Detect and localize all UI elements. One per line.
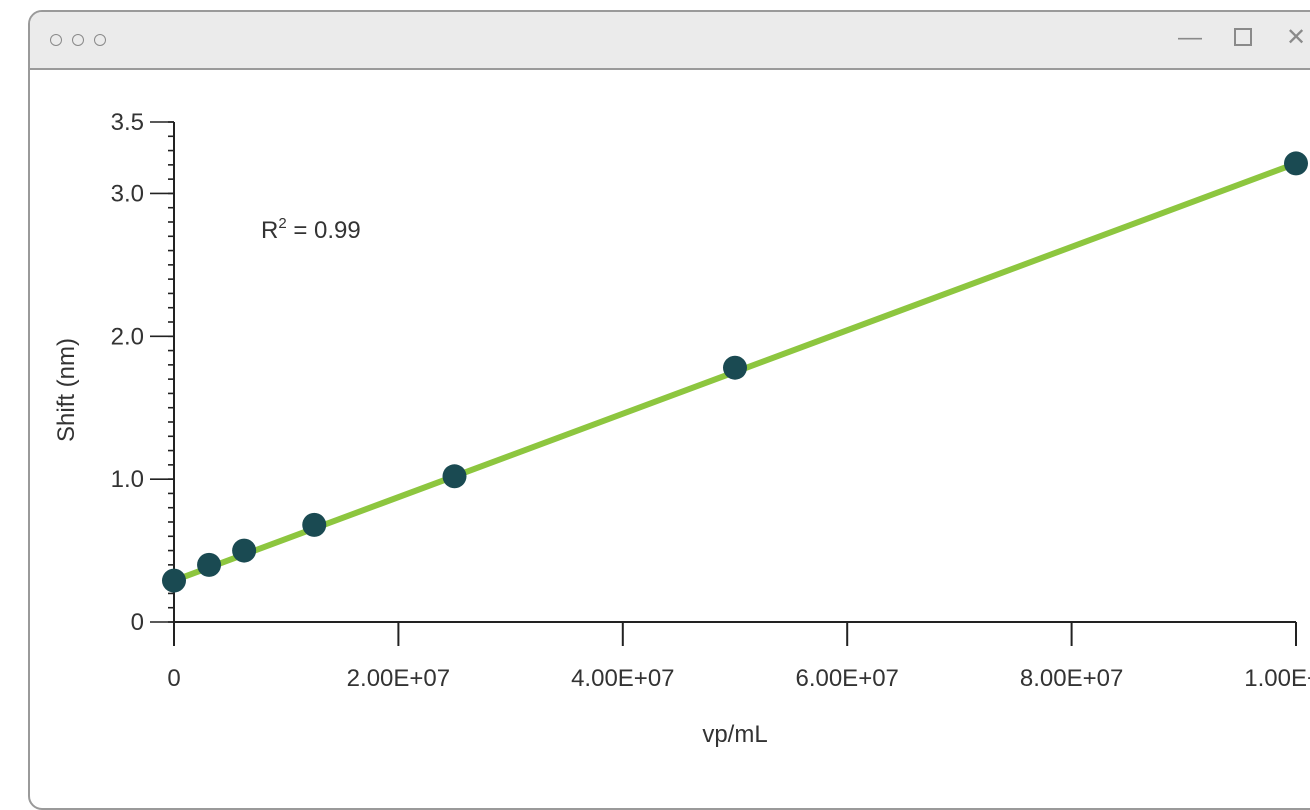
x-tick-label: 2.00E+07 <box>347 665 450 692</box>
data-point <box>442 464 467 489</box>
window-dot-2[interactable] <box>72 34 84 46</box>
data-point <box>232 538 257 563</box>
data-point <box>162 568 186 593</box>
window-dot-3[interactable] <box>94 34 106 46</box>
y-axis-title: Shift (nm) <box>53 338 80 442</box>
data-point <box>197 552 222 577</box>
close-icon[interactable]: ✕ <box>1286 24 1307 51</box>
app-window: — ✕ <box>28 10 1310 810</box>
minimize-icon[interactable]: — <box>1178 24 1202 51</box>
r-squared-annotation: R2 = 0.99 <box>261 215 361 244</box>
title-bar: — ✕ <box>30 12 1310 70</box>
data-point <box>302 512 327 537</box>
x-tick-label: 8.00E+07 <box>1020 665 1123 692</box>
x-tick-label: 1.00E+08 <box>1244 665 1310 692</box>
x-tick-label: 6.00E+07 <box>795 665 898 692</box>
x-tick-label: 0 <box>167 665 180 692</box>
y-tick-label: 3.5 <box>111 109 144 136</box>
maximize-icon[interactable] <box>1234 28 1252 46</box>
y-tick-label: 3.0 <box>111 180 144 207</box>
axes: 0 1.0 2.0 3.0 3.5 0 2.00E+07 4.00E+07 6.00E+07 8.… <box>111 109 1310 692</box>
y-tick-label: 0 <box>131 609 144 636</box>
y-tick-label: 2.0 <box>111 323 144 350</box>
x-tick-label: 4.00E+07 <box>571 665 674 692</box>
data-point <box>1284 151 1308 176</box>
x-axis-title: vp/mL <box>702 721 767 748</box>
y-tick-label: 1.0 <box>111 466 144 493</box>
window-dot-1[interactable] <box>50 34 62 46</box>
data-point <box>723 355 747 380</box>
data-points <box>162 151 1308 593</box>
